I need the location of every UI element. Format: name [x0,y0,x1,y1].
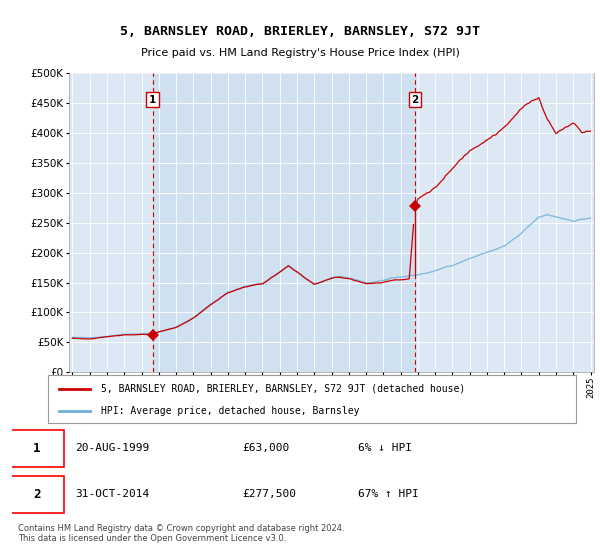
FancyBboxPatch shape [48,375,576,423]
Text: 20-AUG-1999: 20-AUG-1999 [76,443,149,453]
Text: 1: 1 [33,442,41,455]
FancyBboxPatch shape [9,430,64,466]
Text: £277,500: £277,500 [242,489,296,500]
Text: 5, BARNSLEY ROAD, BRIERLEY, BARNSLEY, S72 9JT: 5, BARNSLEY ROAD, BRIERLEY, BARNSLEY, S7… [120,25,480,38]
Text: 31-OCT-2014: 31-OCT-2014 [76,489,149,500]
Text: 6% ↓ HPI: 6% ↓ HPI [358,443,412,453]
Text: £63,000: £63,000 [242,443,290,453]
FancyBboxPatch shape [9,476,64,513]
Text: 2: 2 [33,488,41,501]
Text: 5, BARNSLEY ROAD, BRIERLEY, BARNSLEY, S72 9JT (detached house): 5, BARNSLEY ROAD, BRIERLEY, BARNSLEY, S7… [101,384,465,394]
Text: 67% ↑ HPI: 67% ↑ HPI [358,489,418,500]
Text: 1: 1 [149,95,156,105]
Text: Price paid vs. HM Land Registry's House Price Index (HPI): Price paid vs. HM Land Registry's House … [140,48,460,58]
Text: HPI: Average price, detached house, Barnsley: HPI: Average price, detached house, Barn… [101,406,359,416]
Bar [152,73,415,372]
Text: Contains HM Land Registry data © Crown copyright and database right 2024.
This d: Contains HM Land Registry data © Crown c… [18,524,344,543]
Text: 2: 2 [412,95,419,105]
